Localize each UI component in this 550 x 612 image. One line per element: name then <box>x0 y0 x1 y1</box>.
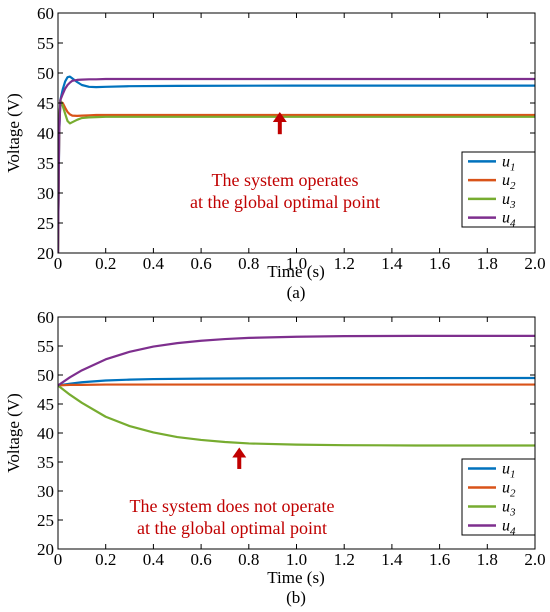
ticks-group-b: 0 0.2 0.4 0.6 0.8 1.0 1.2 1.4 1.6 1.8 2.0 20 25 30 35 4… <box>37 308 546 569</box>
y-tick-label: 50 <box>37 366 54 385</box>
series-line-u4-a <box>58 77 535 253</box>
annotation-line-2-a: at the global optimal point <box>190 192 380 212</box>
x-tick-label: 1.0 <box>286 254 307 273</box>
y-tick-label: 20 <box>37 540 54 559</box>
x-axis-label-b: Time (s) <box>267 568 324 587</box>
series-line-u3-a <box>58 98 535 253</box>
legend-entry-u3: u3 <box>502 499 516 519</box>
y-tick-label: 60 <box>37 4 54 23</box>
legend-entry-subscript: 4 <box>510 218 516 230</box>
legend-entry-u4: u4 <box>502 518 516 538</box>
y-tick-label: 40 <box>37 124 54 143</box>
legend-box <box>461 458 536 536</box>
legend-entry-base: u <box>502 518 510 535</box>
x-tick-label: 1.8 <box>477 550 498 569</box>
y-tick-label: 60 <box>37 308 54 327</box>
annotation-line-1-b: The system does not operate <box>130 496 335 516</box>
y-tick-label: 40 <box>37 424 54 443</box>
x-tick-label: 1.2 <box>334 550 355 569</box>
series-line-u1-b <box>58 376 535 387</box>
legend-entry-base: u <box>502 210 510 227</box>
x-tick-label: 1.6 <box>429 550 450 569</box>
legend-entry-u3: u3 <box>502 191 516 211</box>
legend-entry-subscript: 3 <box>509 199 516 211</box>
panel-label-a: (a) <box>287 283 306 302</box>
series-line-u3-b <box>58 384 535 447</box>
annotation-arrow-a <box>272 112 287 135</box>
y-tick-label: 50 <box>37 64 54 83</box>
y-tick-label: 20 <box>37 244 54 263</box>
x-tick-label: 1.2 <box>334 254 355 273</box>
legend-entry-base: u <box>502 153 510 170</box>
x-tick-label: 0.6 <box>190 550 211 569</box>
legend-box <box>461 151 536 228</box>
x-tick-label: 0.8 <box>238 254 259 273</box>
y-tick-label: 25 <box>37 214 54 233</box>
y-tick-label: 30 <box>37 184 54 203</box>
x-tick-label: 2.0 <box>524 550 545 569</box>
legend-entry-base: u <box>502 191 510 208</box>
legend-entry-base: u <box>502 461 510 478</box>
x-tick-label: 0 <box>54 550 63 569</box>
legend-entry-u2: u2 <box>502 172 516 192</box>
x-tick-label: 0.6 <box>190 254 211 273</box>
x-tick-label: 1.8 <box>477 254 498 273</box>
y-tick-label: 45 <box>37 94 54 113</box>
legend-entry-subscript: 4 <box>510 526 516 538</box>
x-tick-label: 0.8 <box>238 550 259 569</box>
legend-entry-u4: u4 <box>502 210 516 230</box>
x-tick-label: 1.4 <box>381 254 403 273</box>
legend-entry-subscript: 1 <box>510 161 516 173</box>
legend-entry-base: u <box>502 499 510 516</box>
y-tick-label: 55 <box>37 337 54 356</box>
annotation-arrow-b <box>232 447 247 469</box>
y-axis-label-b: Voltage (V) <box>4 393 23 472</box>
legend-entry-u2: u2 <box>502 480 516 500</box>
legend-entry-u1: u1 <box>502 153 516 173</box>
legend-entry-base: u <box>502 480 510 497</box>
series-line-u1-a <box>58 75 535 253</box>
series-line-u2-b <box>58 383 535 387</box>
ticks-group-a: 0 0.2 0.4 0.6 0.8 1.0 1.2 1.4 1.6 1.8 2.0 20 25 30 35 4… <box>37 4 546 273</box>
x-tick-label: 2.0 <box>524 254 545 273</box>
legend-entry-subscript: 2 <box>510 488 516 500</box>
y-tick-label: 35 <box>37 453 54 472</box>
plot-frame-b <box>57 316 536 550</box>
series-line-u4-b <box>58 334 535 387</box>
chart-panel-b: 0 0.2 0.4 0.6 0.8 1.0 1.2 1.4 1.6 1.8 2.0 20 25 30 35 4… <box>4 308 546 607</box>
x-tick-label: 0 <box>54 254 63 273</box>
legend-entry-subscript: 2 <box>510 180 516 192</box>
annotation-line-1-a: The system operates <box>212 170 359 190</box>
x-tick-label: 1.0 <box>286 550 307 569</box>
legend-entry-base: u <box>502 172 510 189</box>
x-axis-label-a: Time (s) <box>267 262 324 281</box>
annotation-line-2-b: at the global optimal point <box>137 518 327 538</box>
legend-entry-subscript: 3 <box>509 507 516 519</box>
y-tick-label: 55 <box>37 34 54 53</box>
arrow-head <box>272 112 287 122</box>
x-tick-label: 0.2 <box>95 550 116 569</box>
plot-frame-a <box>57 12 536 254</box>
x-tick-label: 1.4 <box>381 550 403 569</box>
x-tick-label: 0.2 <box>95 254 116 273</box>
chart-panel-a: 0 0.2 0.4 0.6 0.8 1.0 1.2 1.4 1.6 1.8 2.0 20 25 30 35 4… <box>4 4 546 302</box>
x-tick-label: 0.4 <box>143 550 165 569</box>
legend-entry-u1: u1 <box>502 461 516 481</box>
panel-label-b: (b) <box>286 588 306 607</box>
y-tick-label: 30 <box>37 482 54 501</box>
x-tick-label: 0.4 <box>143 254 165 273</box>
arrow-head <box>232 447 247 458</box>
y-axis-label-a: Voltage (V) <box>4 93 23 172</box>
x-tick-label: 1.6 <box>429 254 450 273</box>
legend-entry-subscript: 1 <box>510 469 516 481</box>
y-tick-label: 35 <box>37 154 54 173</box>
y-tick-label: 45 <box>37 395 54 414</box>
series-group-b <box>58 334 535 447</box>
y-tick-label: 25 <box>37 511 54 530</box>
